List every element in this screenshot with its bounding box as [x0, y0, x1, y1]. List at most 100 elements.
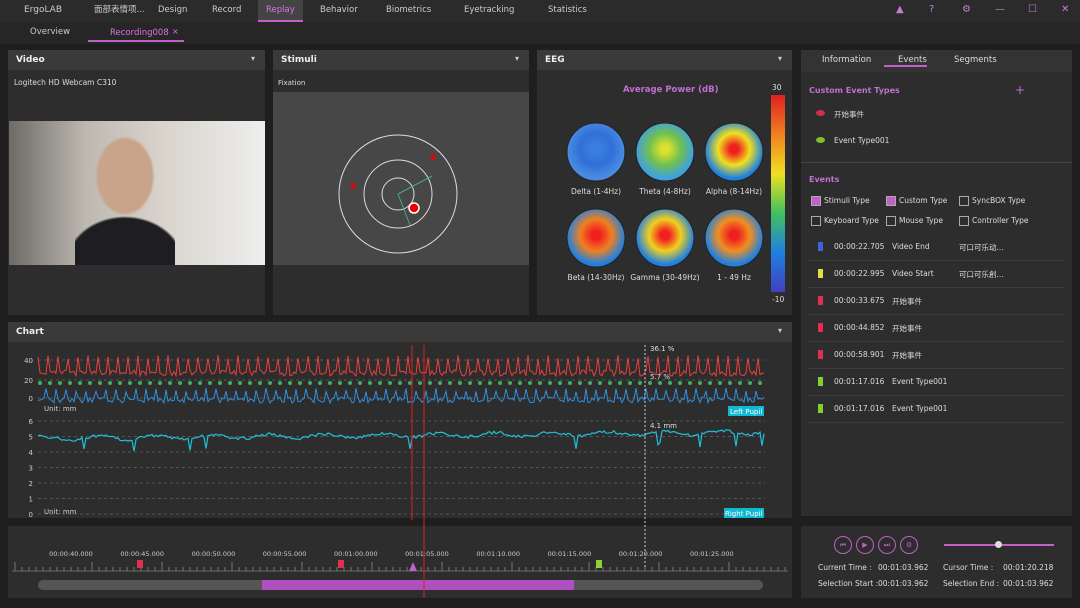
- menu-tab[interactable]: Statistics: [548, 5, 587, 15]
- signal-wave: [37, 355, 765, 378]
- signal-dot: [638, 381, 642, 385]
- signal-dot: [98, 381, 102, 385]
- event-row[interactable]: [808, 371, 1064, 396]
- map-label: Beta (14-30Hz): [568, 273, 625, 282]
- filter-label: Keyboard Type: [824, 216, 879, 225]
- app-name: ErgoLAB: [24, 5, 62, 15]
- time-label: 00:01:00.000: [334, 550, 378, 558]
- volume-knob[interactable]: [995, 541, 1002, 548]
- time-caption: Selection Start :: [818, 579, 879, 588]
- signal-dot: [118, 381, 122, 385]
- signal-dot: [398, 381, 402, 385]
- checkbox[interactable]: [886, 216, 896, 226]
- event-row[interactable]: [808, 344, 1064, 369]
- event-row[interactable]: [808, 290, 1064, 315]
- event-flag: [137, 560, 143, 568]
- event-stimulus: 可口可乐动...: [959, 243, 1004, 252]
- signal-dot: [348, 381, 352, 385]
- menu-arrow[interactable]: ▾: [251, 54, 256, 63]
- video-panel-header: Video: [8, 50, 265, 70]
- time-label: 00:01:05.000: [405, 550, 449, 558]
- signal-dot: [408, 381, 412, 385]
- window-button[interactable]: ?: [929, 4, 935, 15]
- menu-tab[interactable]: Eyetracking: [464, 5, 515, 15]
- menu-tab[interactable]: 面部表情项...: [94, 5, 145, 15]
- player-button[interactable]: ⏮: [834, 536, 852, 554]
- menu-arrow[interactable]: ▾: [515, 54, 520, 63]
- checkbox[interactable]: [811, 216, 821, 226]
- player-button[interactable]: ⏭: [878, 536, 896, 554]
- y-tick-label: 5: [29, 434, 33, 442]
- signal-dot: [448, 381, 452, 385]
- signal-dot: [138, 381, 142, 385]
- menu-arrow[interactable]: ▾: [778, 54, 783, 63]
- event-icon: [818, 377, 823, 386]
- checkbox[interactable]: [811, 196, 821, 206]
- signal-dot: [298, 381, 302, 385]
- camera-name: Logitech HD Webcam C310: [14, 78, 117, 87]
- side-tab[interactable]: Segments: [954, 55, 997, 65]
- time-label: 00:01:10.000: [476, 550, 520, 558]
- checkbox[interactable]: [959, 216, 969, 226]
- signal-dot: [738, 381, 742, 385]
- scale-min: -10: [772, 295, 784, 304]
- time-caption: Current Time :: [818, 563, 872, 572]
- chart-panel-header: Chart: [8, 322, 792, 342]
- filter-label: Custom Type: [899, 196, 948, 205]
- cursor-note: 36.1 %: [650, 345, 675, 353]
- checkbox[interactable]: [959, 196, 969, 206]
- add[interactable]: +: [1015, 83, 1026, 97]
- doc-tab[interactable]: Overview: [30, 27, 71, 37]
- signal-dot: [648, 381, 652, 385]
- signal-dot: [728, 381, 732, 385]
- unit-label: Unit: mm: [44, 508, 77, 516]
- custom-type[interactable]: Event Type001: [834, 136, 890, 145]
- signal-wave: [37, 387, 765, 405]
- window-button[interactable]: ▲: [896, 4, 904, 15]
- fixation: [408, 202, 420, 214]
- menu-tab[interactable]: Behavior: [320, 5, 358, 15]
- checkbox[interactable]: [886, 196, 896, 206]
- side-panel: [801, 50, 1072, 516]
- side-tab[interactable]: Information: [822, 55, 872, 65]
- filter-label: Stimuli Type: [824, 196, 870, 205]
- event-row[interactable]: [808, 263, 1064, 288]
- selection: [262, 580, 574, 590]
- eeg-panel-header: EEG: [537, 50, 792, 70]
- window-button[interactable]: —: [995, 4, 1005, 15]
- event-row[interactable]: [808, 236, 1064, 261]
- signal-dot: [698, 381, 702, 385]
- event-name: Video End: [892, 242, 930, 251]
- event-time: 00:00:22.705: [834, 242, 885, 251]
- signal-dot: [238, 381, 242, 385]
- y-tick-label: 4: [29, 449, 34, 457]
- event-row[interactable]: [808, 317, 1064, 342]
- fixation: [430, 154, 436, 160]
- y-tick-label: 20: [24, 377, 33, 385]
- custom-type[interactable]: 开始事件: [834, 110, 864, 119]
- close[interactable]: ×: [172, 27, 179, 36]
- doc-tab[interactable]: Recording008: [88, 24, 184, 42]
- menu-tab[interactable]: Design: [158, 5, 188, 15]
- doc-bar: [0, 22, 1080, 44]
- menu-arrow[interactable]: ▾: [778, 326, 783, 335]
- color-bar: [771, 95, 785, 292]
- signal-dot: [528, 381, 532, 385]
- signal-dot: [578, 381, 582, 385]
- fixation: [350, 183, 356, 189]
- signal-dot: [488, 381, 492, 385]
- event-row[interactable]: [808, 398, 1064, 423]
- signal-dot: [508, 381, 512, 385]
- event-flag: [338, 560, 344, 568]
- person: [75, 126, 175, 265]
- window-button[interactable]: ✕: [1061, 4, 1070, 15]
- signal-dot: [258, 381, 262, 385]
- player-button[interactable]: ▶: [856, 536, 874, 554]
- menu-tab[interactable]: Biometrics: [386, 5, 432, 15]
- menu-tab[interactable]: Record: [212, 5, 242, 15]
- player-button[interactable]: ⚙: [900, 536, 918, 554]
- menu-tab[interactable]: Replay: [258, 0, 303, 22]
- window-button[interactable]: ⚙: [962, 4, 971, 15]
- window-button[interactable]: ☐: [1028, 4, 1037, 15]
- side-tab[interactable]: Events: [884, 55, 927, 67]
